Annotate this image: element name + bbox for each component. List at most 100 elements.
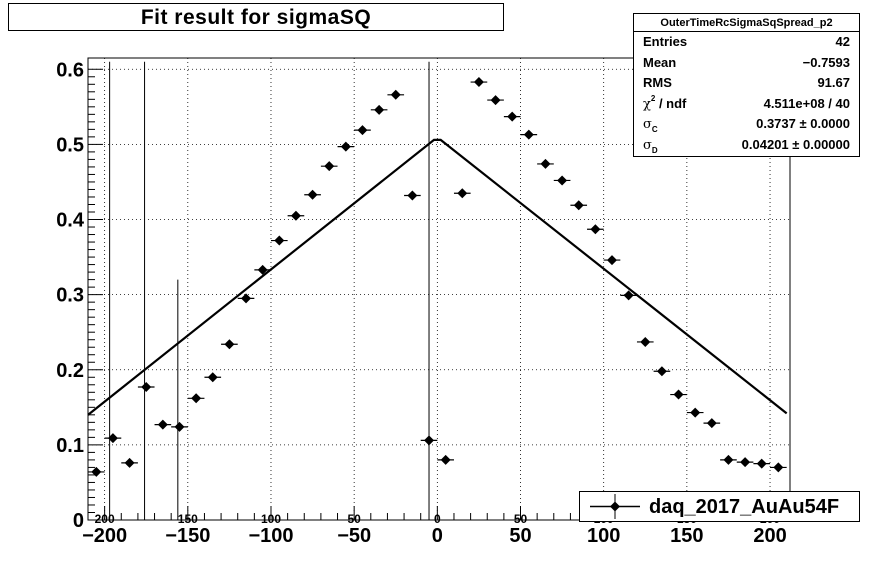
data-point bbox=[224, 339, 235, 350]
data-point bbox=[607, 255, 618, 266]
secondary-x-tick-label: 150 bbox=[178, 512, 198, 526]
stats-sigma-c-label: σC bbox=[643, 114, 658, 136]
stats-histogram-name: OuterTimeRcSigmaSqSpread_p2 bbox=[634, 14, 859, 32]
x-tick-label: 0 bbox=[432, 525, 443, 547]
data-point bbox=[257, 264, 268, 275]
data-point bbox=[723, 454, 734, 465]
x-tick-label: 50 bbox=[509, 525, 531, 547]
x-tick-label: −150 bbox=[165, 525, 210, 547]
stats-entries-value: 42 bbox=[835, 34, 850, 49]
secondary-x-tick-label: 50 bbox=[347, 512, 361, 526]
data-point bbox=[656, 366, 667, 377]
x-tick-label: 150 bbox=[670, 525, 703, 547]
data-point bbox=[573, 200, 584, 211]
y-tick-label: 0.6 bbox=[56, 59, 84, 81]
data-point bbox=[540, 158, 551, 169]
data-point bbox=[307, 189, 318, 200]
stats-row-rms: RMS 91.67 bbox=[634, 73, 859, 94]
data-point bbox=[374, 104, 385, 115]
stats-rms-value: 91.67 bbox=[817, 75, 850, 90]
secondary-x-tick-label: 0 bbox=[434, 512, 441, 526]
chi2-superscript: 2 bbox=[650, 93, 656, 103]
y-tick-label: 0.1 bbox=[56, 435, 84, 457]
data-points bbox=[91, 77, 784, 477]
data-point bbox=[690, 407, 701, 418]
stats-entries-label: Entries bbox=[643, 34, 688, 49]
data-point bbox=[174, 421, 185, 432]
data-point bbox=[191, 393, 202, 404]
stats-sigma-d-value: 0.04201 ± 0.00000 bbox=[741, 136, 850, 152]
x-tick-label: −50 bbox=[337, 525, 371, 547]
stats-chi2-value: 4.511e+08 / 40 bbox=[763, 95, 850, 111]
stats-row-entries: Entries 42 bbox=[634, 32, 859, 53]
secondary-x-tick-label: 50 bbox=[514, 512, 528, 526]
secondary-x-tick-label: 100 bbox=[261, 512, 281, 526]
data-point bbox=[324, 161, 335, 172]
stats-sigma-d-label: σD bbox=[643, 135, 658, 157]
data-point bbox=[473, 77, 484, 88]
chi-symbol: χ bbox=[643, 96, 651, 112]
legend: daq_2017_AuAu54F bbox=[579, 491, 860, 522]
x-tick-label: −100 bbox=[248, 525, 293, 547]
secondary-x-tick-label: 200 bbox=[95, 512, 115, 526]
y-tick-label: 0.4 bbox=[56, 210, 85, 232]
stats-row-sigma-d: σD 0.04201 ± 0.00000 bbox=[634, 135, 859, 156]
data-point bbox=[124, 457, 135, 468]
data-point bbox=[440, 454, 451, 465]
data-point bbox=[290, 210, 301, 221]
data-point bbox=[740, 457, 751, 468]
stats-row-sigma-c: σC 0.3737 ± 0.0000 bbox=[634, 114, 859, 135]
tick-labels: 0 0.1 0.2 0.3 0.4 0.5 0.6 −200 −150 −100 −50 0 50 100… bbox=[56, 59, 787, 547]
plot-frame bbox=[87, 57, 791, 521]
x-tick-label: 100 bbox=[587, 525, 620, 547]
stats-mean-label: Mean bbox=[643, 54, 677, 70]
x-tick-label: −200 bbox=[82, 525, 127, 547]
stats-box: OuterTimeRcSigmaSqSpread_p2 Entries 42 M… bbox=[633, 13, 860, 157]
data-point bbox=[141, 382, 152, 393]
y-tick-label: 0.5 bbox=[56, 134, 84, 156]
data-point bbox=[756, 458, 767, 469]
data-point bbox=[590, 224, 601, 235]
data-point bbox=[523, 129, 534, 140]
sigma-symbol: σ bbox=[643, 117, 652, 132]
y-tick-label: 0 bbox=[73, 510, 84, 532]
sigma-symbol: σ bbox=[643, 137, 652, 153]
data-point bbox=[424, 435, 435, 446]
stats-row-chi2: χ2 / ndf 4.511e+08 / 40 bbox=[634, 94, 859, 115]
stats-rms-label: RMS bbox=[643, 75, 672, 90]
stats-row-mean: Mean −0.7593 bbox=[634, 53, 859, 74]
stats-sigma-c-value: 0.3737 ± 0.0000 bbox=[756, 116, 850, 131]
data-point bbox=[640, 336, 651, 347]
data-point bbox=[157, 419, 168, 430]
data-point bbox=[207, 372, 218, 383]
chi2-ndf-label: / ndf bbox=[655, 95, 687, 111]
legend-marker-icon bbox=[590, 494, 640, 519]
data-point bbox=[340, 141, 351, 152]
chart-title: Fit result for sigmaSQ bbox=[8, 3, 504, 31]
sigma-c-subscript: C bbox=[651, 125, 658, 134]
stats-mean-value: −0.7593 bbox=[802, 54, 850, 70]
data-point bbox=[557, 175, 568, 186]
x-tick-label: 200 bbox=[753, 525, 786, 547]
sigma-d-subscript: D bbox=[651, 145, 658, 155]
legend-label: daq_2017_AuAu54F bbox=[649, 496, 840, 518]
data-point bbox=[274, 235, 285, 246]
data-point bbox=[673, 389, 684, 400]
data-point bbox=[623, 290, 634, 301]
data-point bbox=[241, 293, 252, 304]
fit-curve bbox=[87, 138, 788, 416]
data-point bbox=[706, 418, 717, 429]
data-point bbox=[457, 188, 468, 199]
y-tick-label: 0.2 bbox=[56, 360, 84, 382]
y-tick-label: 0.3 bbox=[56, 285, 84, 307]
data-point bbox=[773, 462, 784, 473]
data-point bbox=[507, 111, 518, 122]
data-point bbox=[357, 125, 368, 136]
fit-line bbox=[87, 138, 788, 416]
stats-chi2-label: χ2 / ndf bbox=[643, 94, 686, 116]
data-point bbox=[107, 433, 118, 444]
data-point bbox=[490, 95, 501, 106]
data-point bbox=[390, 89, 401, 100]
data-point bbox=[91, 466, 102, 477]
data-point bbox=[407, 190, 418, 201]
